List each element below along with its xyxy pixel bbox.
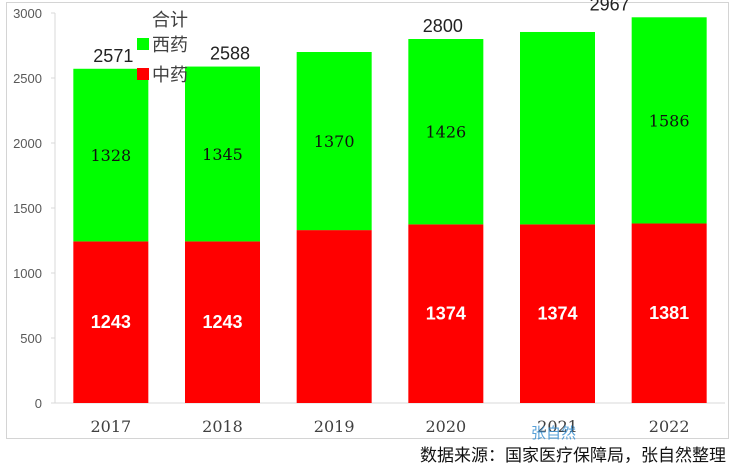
legend-label-xiyao: 西药	[152, 35, 188, 56]
x-tick-label: 2022	[649, 417, 690, 436]
bar-zhongyao	[408, 224, 484, 403]
data-labels: 1243 1328 2571 1243 1345 2588 1370 1374 1426 2800…	[90, 0, 689, 332]
legend-swatch-xiyao	[137, 38, 149, 50]
bar-xiyao	[296, 52, 372, 231]
y-tick-label: 1000	[13, 266, 42, 281]
data-label-xiyao: 1345	[202, 145, 243, 164]
source-note: 数据来源：国家医疗保障局，张自然整理	[420, 446, 726, 466]
y-tick-label: 500	[20, 331, 42, 346]
legend-title: 合计	[152, 10, 188, 31]
data-label-total: 2967	[590, 0, 630, 14]
x-tick-label: 2017	[90, 417, 131, 436]
legend: 合计 西药 中药	[137, 10, 188, 86]
y-tick-label: 3000	[13, 6, 42, 21]
y-tick-label: 1500	[13, 201, 42, 216]
data-label-total: 2588	[210, 44, 250, 64]
x-tick-label: 2021	[537, 417, 578, 436]
axes: 0 500 1000 1500 2000 2500 3000 2017 2018 2019 2020…	[13, 6, 725, 436]
bar-zhongyao	[631, 223, 707, 403]
bar-zhongyao	[185, 241, 260, 403]
data-label-zhongyao: 1374	[537, 304, 577, 324]
data-label-total: 2800	[423, 16, 463, 36]
data-label-xiyao: 1426	[425, 123, 466, 142]
bar-zhongyao	[73, 241, 149, 403]
x-tick-label: 2020	[425, 417, 466, 436]
data-label-total: 2571	[93, 46, 133, 66]
bars	[73, 17, 707, 403]
bar-zhongyao	[520, 224, 595, 403]
bar-xiyao	[520, 31, 595, 225]
bar-xiyao	[73, 68, 149, 242]
legend-swatch-zhongyao	[137, 68, 149, 80]
data-label-xiyao: 1586	[649, 111, 690, 130]
y-tick-label: 2500	[13, 71, 42, 86]
data-label-zhongyao: 1243	[202, 312, 242, 332]
watermark-text: 张自然	[531, 424, 576, 442]
y-tick-label: 2000	[13, 136, 42, 151]
data-label-zhongyao: 1243	[91, 312, 131, 332]
bar-xiyao	[408, 39, 484, 225]
bar-xiyao	[631, 17, 707, 224]
x-tick-label: 2018	[202, 417, 243, 436]
data-label-xiyao: 1370	[314, 132, 355, 151]
data-label-zhongyao: 1374	[426, 304, 466, 324]
legend-label-zhongyao: 中药	[152, 65, 188, 86]
data-label-xiyao: 1328	[90, 146, 131, 165]
x-tick-label: 2019	[314, 417, 355, 436]
bar-zhongyao	[296, 230, 372, 403]
bar-xiyao	[185, 66, 260, 242]
y-tick-label: 0	[35, 396, 42, 411]
data-label-zhongyao: 1381	[649, 303, 689, 323]
